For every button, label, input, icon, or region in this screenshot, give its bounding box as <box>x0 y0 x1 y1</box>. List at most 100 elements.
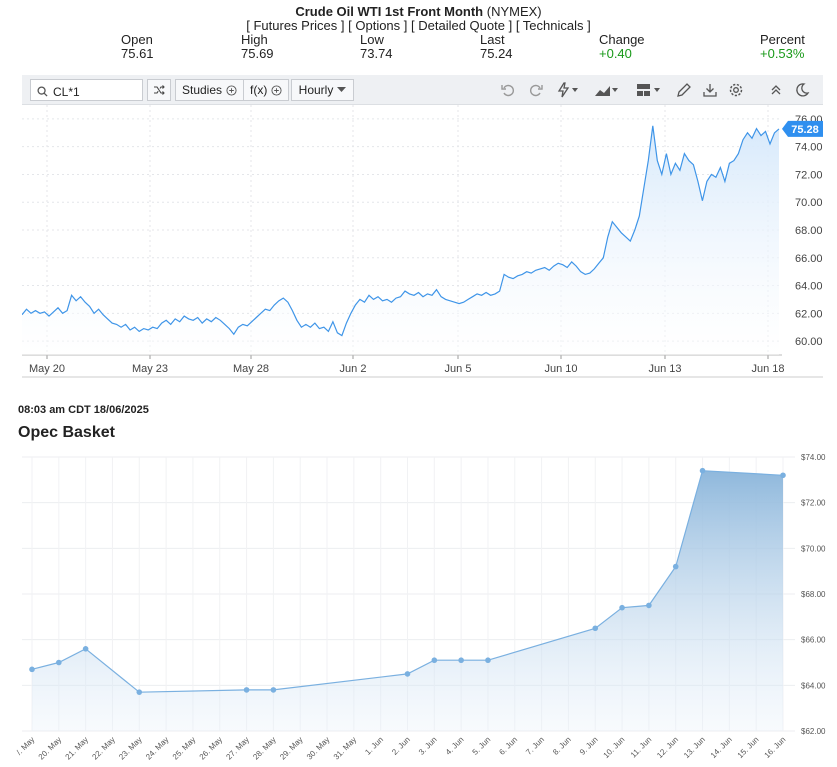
data-point <box>56 659 62 666</box>
y-tick-label: $68.00 <box>801 590 826 599</box>
technicals-link[interactable]: [ Technicals ] <box>515 18 591 33</box>
plus-circle-icon <box>271 84 282 96</box>
symbol-search-input[interactable]: CL*1 <box>30 79 143 101</box>
symbol-value: CL*1 <box>53 84 80 99</box>
y-tick-label: 72.00 <box>795 169 823 181</box>
download-icon[interactable] <box>702 82 718 98</box>
x-tick-label: 21. May <box>64 735 90 761</box>
data-point <box>270 687 277 693</box>
x-tick-label: Jun 13 <box>648 363 681 375</box>
options-link[interactable]: [ Options ] <box>348 18 408 33</box>
x-tick-label: 14. Jun <box>709 735 734 760</box>
x-tick-label: 24. May <box>144 735 170 761</box>
data-point <box>699 467 706 474</box>
low-label: Low <box>360 32 384 47</box>
y-tick-label: $74.00 <box>801 453 826 462</box>
lightning-icon[interactable] <box>556 82 580 98</box>
x-tick-label: 30. May <box>305 735 331 761</box>
quote-percent: Percent +0.53% <box>760 33 805 61</box>
area-chart-icon[interactable] <box>594 82 620 98</box>
x-tick-label: 22. May <box>90 735 116 761</box>
plus-circle-icon <box>226 84 237 96</box>
price-area <box>22 125 779 355</box>
opec-basket-chart[interactable]: $62.00 $64.00 $66.00 $68.00 $70.00 $72.00 $74.… <box>0 450 837 767</box>
data-point <box>780 472 786 479</box>
high-label: High <box>241 32 268 47</box>
x-tick-label: May 23 <box>132 363 168 375</box>
y-tick-label: 60.00 <box>795 336 823 348</box>
last-price-label: 75.28 <box>791 124 819 136</box>
x-tick-label: May 20 <box>29 363 65 375</box>
undo-icon[interactable] <box>500 82 516 98</box>
data-point <box>485 657 491 664</box>
x-tick-label: 27. May <box>224 735 250 761</box>
y-tick-label: 64.00 <box>795 281 823 293</box>
x-tick-label: Jun 10 <box>544 363 577 375</box>
y-tick-label: 62.00 <box>795 308 823 320</box>
collapse-icon[interactable] <box>768 82 784 98</box>
studies-label: Studies <box>182 83 223 97</box>
x-tick-label: 15. Jun <box>736 735 761 760</box>
data-point <box>592 625 599 632</box>
x-tick-label: 12. Jun <box>655 735 680 760</box>
x-tick-label: 26. May <box>198 735 224 761</box>
wti-hourly-chart[interactable]: 60.00 62.00 64.00 66.00 68.00 70.00 72.00 74.00… <box>22 105 823 380</box>
open-label: Open <box>121 32 153 47</box>
y-tick-label: 68.00 <box>795 225 823 237</box>
x-tick-label: 31. May <box>332 735 358 761</box>
data-point <box>431 657 438 664</box>
y-tick-label: $66.00 <box>801 636 826 645</box>
timestamp: 08:03 am CDT 18/06/2025 <box>18 404 149 416</box>
last-value: 75.24 <box>480 46 513 61</box>
data-point <box>82 646 89 652</box>
x-tick-label: 20. May <box>37 735 63 761</box>
compare-button[interactable] <box>147 79 171 101</box>
last-price-badge <box>782 120 823 137</box>
data-point <box>136 689 143 695</box>
detailed-quote-link[interactable]: [ Detailed Quote ] <box>411 18 513 33</box>
layout-icon[interactable] <box>636 82 662 98</box>
dark-mode-icon[interactable] <box>794 82 810 98</box>
futures-prices-link[interactable]: [ Futures Prices ] <box>246 18 345 33</box>
y-tick-label: 66.00 <box>795 253 823 265</box>
data-point <box>672 563 679 570</box>
pencil-icon[interactable] <box>676 82 692 98</box>
low-value: 73.74 <box>360 46 393 61</box>
quote-last: Last 75.24 <box>480 33 513 61</box>
interval-select[interactable]: Hourly <box>291 79 354 101</box>
x-tick-label: 25. May <box>171 735 197 761</box>
y-tick-label: $62.00 <box>801 727 826 736</box>
redo-icon[interactable] <box>528 82 544 98</box>
x-tick-label: 2. Jun <box>390 735 412 757</box>
data-point <box>243 687 250 693</box>
price-line <box>22 125 780 337</box>
x-tick-label: 10. Jun <box>602 735 627 760</box>
x-tick-label: Jun 18 <box>751 363 784 375</box>
opec-line <box>31 470 784 693</box>
y-tick-label: $70.00 <box>801 544 826 553</box>
change-value: +0.40 <box>599 46 632 61</box>
functions-label: f(x) <box>250 83 268 97</box>
exchange-label: (NYMEX) <box>486 4 542 19</box>
studies-button[interactable]: Studies <box>175 79 245 101</box>
high-value: 75.69 <box>241 46 274 61</box>
settings-icon[interactable] <box>728 82 744 98</box>
opec-basket-title: Opec Basket <box>18 424 115 441</box>
quote-low: Low 73.74 <box>360 33 393 61</box>
functions-button[interactable]: f(x) <box>243 79 290 101</box>
y-tick-label: 74.00 <box>795 142 823 154</box>
data-point <box>404 671 411 677</box>
x-tick-label: 13. Jun <box>682 735 707 760</box>
y-tick-label: $64.00 <box>801 681 826 690</box>
chart-toolbar: CL*1 Studies f(x) Hourly <box>22 75 823 105</box>
search-icon <box>37 86 48 97</box>
x-tick-label: 16. Jun <box>762 735 787 760</box>
x-tick-label: 28. May <box>251 735 277 761</box>
y-tick-label: 70.00 <box>795 197 823 209</box>
y-tick-label: $72.00 <box>801 499 826 508</box>
data-point <box>646 602 652 609</box>
data-point <box>29 666 35 673</box>
open-value: 75.61 <box>121 46 154 61</box>
x-tick-label: 8. Jun <box>551 735 573 757</box>
quote-high: High 75.69 <box>241 33 274 61</box>
